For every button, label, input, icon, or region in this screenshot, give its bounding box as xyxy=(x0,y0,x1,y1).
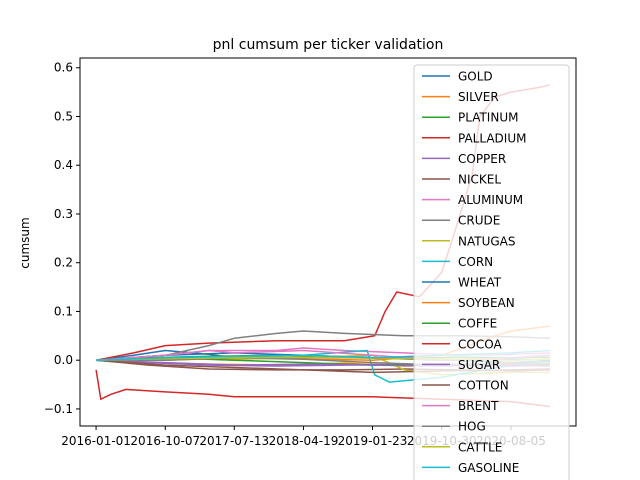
legend: GOLD SILVER PLATINUM PALLADIUM COPPER NICKEL A… xyxy=(413,64,570,480)
legend-label-nickel: NICKEL xyxy=(458,173,501,187)
legend-label-palladium: PALLADIUM xyxy=(458,131,526,145)
legend-label-soybean: SOYBEAN xyxy=(458,296,515,310)
y-tick-label: −0.1 xyxy=(44,402,73,416)
y-tick-label: 0.0 xyxy=(54,353,73,367)
legend-label-corn: CORN xyxy=(458,255,493,269)
y-tick-label: 0.4 xyxy=(54,158,73,172)
y-tick-label: 0.3 xyxy=(54,207,73,221)
legend-label-wheat: WHEAT xyxy=(458,276,502,290)
legend-label-brent: BRENT xyxy=(458,399,499,413)
legend-label-copper: COPPER xyxy=(458,152,506,166)
legend-label-cotton: COTTON xyxy=(458,379,509,393)
x-tick-label: 2016-10-07 xyxy=(130,434,200,448)
legend-label-sugar: SUGAR xyxy=(458,358,500,372)
legend-box xyxy=(413,64,570,480)
legend-label-silver: SILVER xyxy=(458,90,499,104)
y-tick-label: 0.2 xyxy=(54,256,73,270)
legend-label-coffe: COFFE xyxy=(458,317,497,331)
y-tick-label: 0.5 xyxy=(54,109,73,123)
legend-label-gasoline: GASOLINE xyxy=(458,461,519,475)
y-tick-label: 0.6 xyxy=(54,61,73,75)
legend-label-cattle: CATTLE xyxy=(458,440,502,454)
legend-label-natugas: NATUGAS xyxy=(458,234,516,248)
x-tick-label: 2017-07-13 xyxy=(199,434,269,448)
axes-frame xyxy=(79,57,577,427)
chart-title: pnl cumsum per ticker validation xyxy=(213,37,444,53)
x-tick-label: 2016-01-01 xyxy=(61,434,131,448)
legend-label-gold: GOLD xyxy=(458,70,493,84)
legend-label-crude: CRUDE xyxy=(458,214,500,228)
y-tick-label: 0.1 xyxy=(54,304,73,318)
x-tick-label: 2019-01-23 xyxy=(338,434,408,448)
x-tick-label: 2018-04-19 xyxy=(269,434,339,448)
y-axis-ticks: −0.1 0.0 0.1 0.2 0.3 0.4 0.5 0.6 xyxy=(44,61,80,416)
y-axis-label: cumsum xyxy=(18,217,32,268)
legend-label-hog: HOG xyxy=(458,420,486,434)
legend-label-cocoa: COCOA xyxy=(458,337,502,351)
legend-label-aluminum: ALUMINUM xyxy=(458,193,523,207)
legend-label-platinum: PLATINUM xyxy=(458,111,518,125)
